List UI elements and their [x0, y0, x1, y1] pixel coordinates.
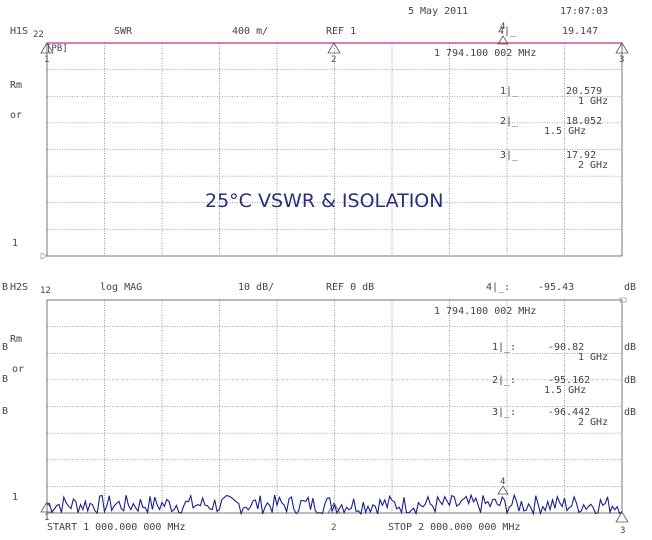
chart2-marker3-unit: dB: [624, 407, 636, 418]
chart2-start-label: START 1 000.000 000 MHz: [47, 522, 185, 533]
chart1-active-marker-value: 19.147: [562, 26, 598, 37]
chart2-param: 12: [40, 286, 51, 296]
chart2-side-label-1: Rm: [10, 334, 22, 345]
chart1-format: SWR: [114, 26, 133, 37]
chart2-marker-4-number: 4: [500, 477, 505, 487]
chart2-marker2-value: -95.162: [548, 375, 590, 386]
chart2-marker2-label: 2|_:: [492, 375, 516, 386]
chart2-active-marker-label: 4|_:: [486, 282, 510, 293]
chart2-marker-2-number: 2: [331, 523, 336, 533]
chart1-box-label: [PB]: [46, 44, 68, 54]
chart2-b-letter-1: B: [2, 282, 8, 293]
chart2-marker3-freq: 2 GHz: [578, 417, 608, 428]
chart1-ref-arrow-icon: [40, 252, 48, 260]
chart2-b-letter-2: B: [2, 342, 8, 353]
chart2-b-letter-3: B: [2, 374, 8, 385]
chart1-marker2-freq: 1.5 GHz: [544, 126, 586, 137]
chart1-scale: 400 m/: [232, 26, 268, 37]
chart-banner: 25°C VSWR & ISOLATION: [205, 190, 443, 212]
chart2-marker1-freq: 1 GHz: [578, 352, 608, 363]
chart2-ref: REF 0 dB: [326, 282, 374, 293]
chart2-channel: H2S: [10, 282, 28, 293]
chart1-ref-level-label: 1: [12, 238, 18, 249]
chart1-marker2-label: 2|_: [500, 116, 519, 127]
chart2-marker-1-number: 1: [44, 513, 49, 523]
chart1-marker-1-number: 1: [44, 55, 49, 65]
chart1-channel: H1S: [10, 26, 28, 37]
chart2-active-marker-freq: 1 794.100 002 MHz: [434, 306, 536, 317]
chart2-marker2-freq: 1.5 GHz: [544, 385, 586, 396]
date-label: 5 May 2011: [408, 6, 468, 17]
chart1-param: 22: [33, 30, 44, 40]
chart2-marker1-unit: dB: [624, 342, 636, 353]
chart2-marker-2: 2: [327, 502, 341, 533]
chart2-marker-3: 3: [615, 511, 629, 536]
chart1-marker1-freq: 1 GHz: [578, 96, 608, 107]
chart1-marker-3-number: 3: [619, 55, 624, 65]
chart1-marker3-value: 17.92: [566, 150, 596, 161]
chart1-marker-3: 3: [615, 42, 629, 65]
chart1-active-marker-freq: 1 794.100 002 MHz: [434, 48, 536, 59]
chart2-active-marker-unit: dB: [624, 282, 636, 293]
chart2-marker3-label: 3|_:: [492, 407, 516, 418]
chart2-format: log MAG: [100, 282, 142, 293]
chart2-b-letter-4: B: [2, 406, 8, 417]
chart2-marker-3-number: 3: [620, 526, 625, 536]
chart2-marker3-value: -96.442: [548, 407, 590, 418]
time-label: 17:07:03: [560, 6, 608, 17]
chart1-side-label-2: or: [10, 110, 22, 121]
chart1-marker1-value: 20.579: [566, 86, 602, 97]
chart1-ref: REF 1: [326, 26, 356, 37]
chart2-ref-tab-icon: [619, 297, 627, 303]
chart2-active-marker-value: -95.43: [538, 282, 574, 293]
chart1-grid: [47, 43, 622, 256]
chart1-marker2-value: 18.052: [566, 116, 602, 127]
chart2-marker2-unit: dB: [624, 375, 636, 386]
chart2-marker-1: 1: [40, 501, 54, 523]
chart2-marker-4: 4: [497, 477, 509, 495]
chart1-marker3-freq: 2 GHz: [578, 160, 608, 171]
chart-2: dB B H2S 12 log MAG 10 dB/ REF 0 dB 4|_:…: [2, 282, 636, 536]
chart2-side-label-2: or: [12, 364, 24, 375]
chart1-marker-2: 2: [327, 42, 341, 65]
chart-1: H1S 22 SWR 400 m/ REF 1 4|_ 19.147 1 794…: [10, 22, 629, 260]
chart2-scale: 10 dB/: [238, 282, 274, 293]
chart1-marker-4: 4: [497, 22, 509, 45]
chart1-marker-2-number: 2: [331, 55, 336, 65]
chart1-active-marker-label: 4|_: [498, 26, 517, 37]
chart1-marker3-label: 3|_: [500, 150, 519, 161]
chart2-ref-level-label: 1: [12, 492, 18, 503]
chart1-side-label-1: Rm: [10, 80, 22, 91]
chart1-marker-1: 1: [40, 42, 54, 65]
chart1-marker1-label: 1|_: [500, 86, 519, 97]
chart2-grid: [47, 300, 622, 513]
chart1-marker-4-number: 4: [500, 22, 505, 32]
chart2-marker1-label: 1|_:: [492, 342, 516, 353]
chart2-stop-label: STOP 2 000.000 000 MHz: [388, 522, 520, 533]
chart2-marker1-value: -90.82: [548, 342, 584, 353]
